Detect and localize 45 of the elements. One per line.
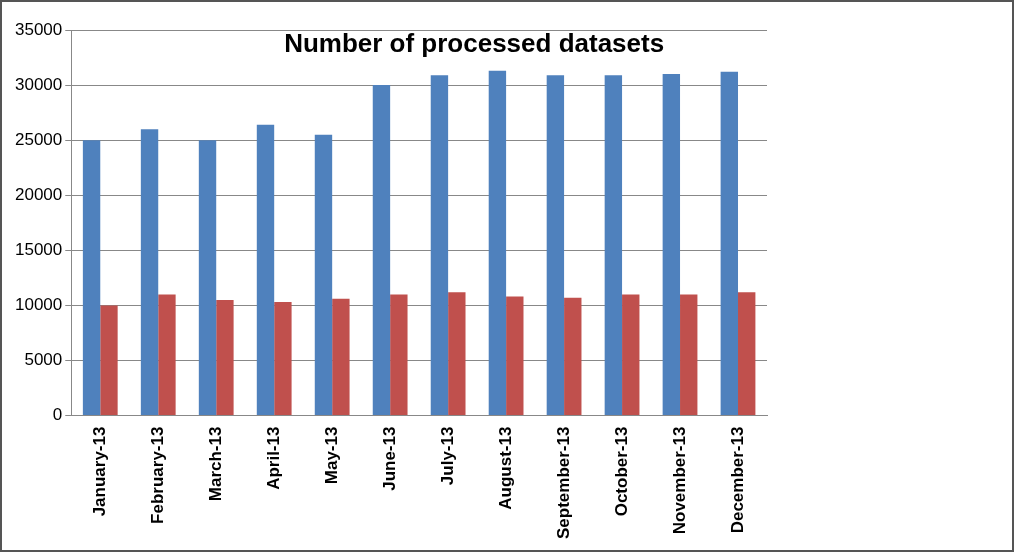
bar xyxy=(662,74,681,416)
bar xyxy=(158,294,176,416)
y-tick-label: 5000 xyxy=(24,350,63,370)
x-tick-label: June-13 xyxy=(379,426,399,491)
bar xyxy=(488,70,507,416)
bar xyxy=(82,140,101,416)
bar xyxy=(100,305,118,416)
y-tick-label: 30000 xyxy=(14,74,63,94)
bar xyxy=(564,297,582,416)
bar xyxy=(372,85,391,416)
y-tick-label: 35000 xyxy=(14,19,63,39)
bar xyxy=(738,292,756,416)
x-tick-label: November-13 xyxy=(669,426,689,535)
x-tick-label: July-13 xyxy=(437,426,457,486)
y-tick-label: 25000 xyxy=(14,129,63,149)
chart-title: Number of processed datasets xyxy=(284,28,665,59)
bar xyxy=(216,299,234,416)
x-tick-label: May-13 xyxy=(321,426,341,485)
bar xyxy=(256,124,275,416)
x-tick-label: January-13 xyxy=(89,426,109,517)
x-tick-label: February-13 xyxy=(147,426,167,524)
x-tick-label: April-13 xyxy=(263,426,283,490)
bar xyxy=(680,294,698,416)
x-tick-label: March-13 xyxy=(205,426,225,502)
bar xyxy=(720,71,739,416)
x-tick-label: September-13 xyxy=(553,426,573,539)
bar xyxy=(430,75,449,416)
bar xyxy=(140,129,159,416)
x-tick-label: August-13 xyxy=(495,426,515,510)
bar xyxy=(546,75,565,416)
bar xyxy=(506,296,524,416)
bar xyxy=(390,294,408,416)
x-tick-label: October-13 xyxy=(611,426,631,517)
bar xyxy=(314,134,333,416)
y-tick-label: 15000 xyxy=(14,240,63,260)
bar xyxy=(274,302,292,416)
bar xyxy=(332,298,350,416)
bar xyxy=(622,294,640,416)
y-tick-label: 0 xyxy=(52,405,63,425)
bar xyxy=(198,140,217,416)
y-tick-label: 10000 xyxy=(14,295,63,315)
y-tick-label: 20000 xyxy=(14,184,63,204)
bar xyxy=(604,75,623,416)
bar xyxy=(448,292,466,416)
x-tick-label: December-13 xyxy=(727,426,747,534)
